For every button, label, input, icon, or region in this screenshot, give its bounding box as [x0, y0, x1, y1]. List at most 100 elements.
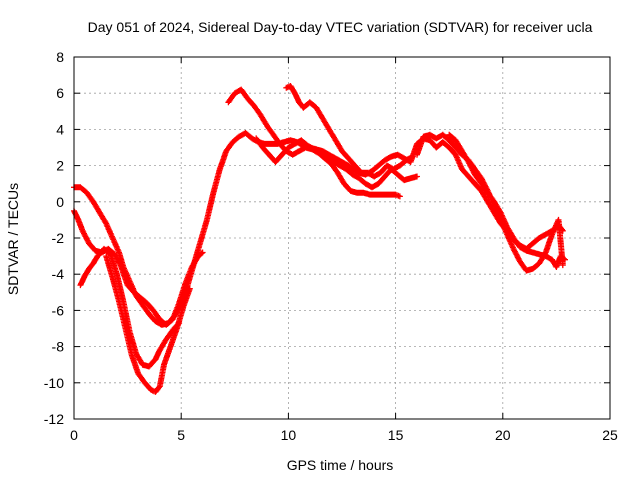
- data-series: [71, 83, 568, 395]
- chart-title: Day 051 of 2024, Sidereal Day-to-day VTE…: [88, 19, 593, 35]
- data-point: [392, 168, 395, 171]
- data-point: [364, 182, 367, 185]
- data-point: [240, 88, 243, 91]
- data-point: [298, 101, 300, 104]
- data-point: [345, 168, 348, 171]
- data-point: [152, 309, 155, 312]
- data-point: [341, 161, 343, 163]
- data-point: [506, 226, 508, 228]
- data-point: [369, 193, 371, 196]
- data-point: [448, 134, 451, 136]
- data-point: [454, 139, 457, 142]
- x-axis-ticks: 0 5 10 15 20 25: [70, 57, 618, 443]
- y-tick-label: -4: [52, 266, 65, 282]
- data-point: [334, 139, 337, 142]
- data-point: [388, 193, 390, 196]
- x-tick-label: 5: [177, 427, 185, 443]
- x-tick-label: 0: [70, 427, 78, 443]
- data-point: [562, 264, 564, 266]
- data-point: [381, 193, 384, 196]
- data-point: [154, 320, 157, 323]
- data-point: [86, 191, 88, 194]
- data-point: [238, 135, 240, 138]
- data-point: [334, 157, 337, 160]
- x-tick-label: 20: [495, 427, 511, 443]
- data-point: [512, 248, 515, 250]
- data-point: [321, 117, 324, 120]
- data-point: [448, 146, 451, 149]
- data-point: [328, 128, 330, 131]
- data-point: [441, 134, 444, 136]
- data-point: [283, 141, 285, 143]
- data-point: [182, 305, 185, 308]
- data-point: [332, 161, 335, 163]
- data-point: [351, 168, 354, 171]
- data-point: [538, 253, 541, 256]
- data-point: [259, 114, 262, 116]
- data-point: [266, 124, 268, 127]
- data-point: [377, 182, 380, 185]
- data-point: [191, 266, 193, 268]
- data-point: [143, 382, 146, 384]
- data-point: [403, 179, 405, 181]
- data-point: [244, 132, 247, 134]
- data-point: [538, 262, 541, 265]
- data-point: [519, 260, 521, 263]
- data-point: [165, 324, 167, 326]
- data-point: [218, 168, 221, 171]
- data-point: [171, 318, 174, 321]
- series-markers: [446, 131, 568, 270]
- data-point: [122, 300, 125, 303]
- y-tick-label: -10: [44, 375, 64, 391]
- data-point: [409, 161, 412, 163]
- data-point: [315, 106, 318, 109]
- data-point: [289, 85, 292, 87]
- y-tick-label: -2: [52, 230, 65, 246]
- data-point: [551, 258, 553, 261]
- series-markers: [71, 130, 566, 328]
- data-point: [422, 135, 425, 138]
- data-point: [343, 182, 345, 185]
- data-point: [429, 139, 431, 142]
- data-point: [165, 338, 167, 341]
- data-point: [339, 164, 341, 167]
- data-point: [360, 172, 363, 174]
- data-point: [148, 365, 150, 368]
- data-point: [253, 105, 255, 107]
- data-point: [300, 139, 303, 142]
- data-point: [559, 255, 562, 257]
- data-point: [81, 229, 84, 232]
- data-point: [405, 159, 408, 161]
- data-point: [201, 251, 204, 254]
- data-point: [532, 267, 534, 270]
- data-point: [103, 248, 105, 250]
- data-point: [474, 173, 476, 176]
- data-point: [109, 253, 112, 256]
- data-point: [268, 153, 270, 156]
- y-tick-label: 0: [56, 194, 64, 210]
- data-point: [435, 137, 438, 140]
- data-point: [154, 358, 157, 361]
- data-point: [111, 237, 114, 239]
- data-point: [362, 191, 365, 194]
- data-point: [474, 182, 476, 185]
- data-point: [298, 150, 300, 152]
- series-track-a: [71, 130, 566, 328]
- data-point: [227, 101, 230, 104]
- data-point: [371, 170, 373, 172]
- data-point: [416, 143, 418, 145]
- data-point: [251, 137, 253, 140]
- data-point: [231, 141, 234, 143]
- data-point: [287, 146, 290, 149]
- data-point: [133, 291, 135, 294]
- data-point: [356, 191, 358, 194]
- data-point: [178, 302, 180, 304]
- data-point: [499, 211, 502, 214]
- data-point: [225, 150, 228, 152]
- data-point: [137, 372, 140, 375]
- data-point: [467, 161, 470, 163]
- data-point: [326, 155, 328, 158]
- data-point: [92, 262, 95, 265]
- data-point: [371, 186, 373, 189]
